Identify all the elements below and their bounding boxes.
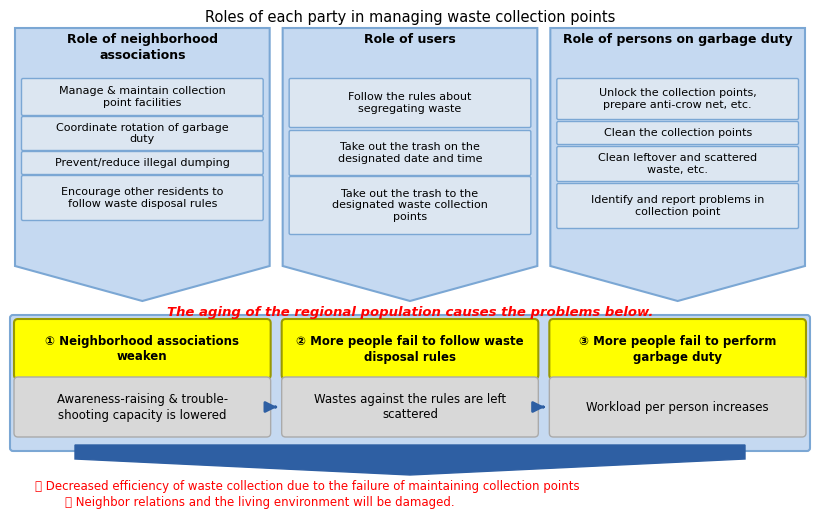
Text: Workload per person increases: Workload per person increases <box>586 401 768 414</box>
Polygon shape <box>283 28 536 301</box>
Polygon shape <box>550 28 804 301</box>
Text: Clean leftover and scattered
waste, etc.: Clean leftover and scattered waste, etc. <box>597 153 756 175</box>
FancyBboxPatch shape <box>556 184 798 229</box>
Text: ③ More people fail to perform
garbage duty: ③ More people fail to perform garbage du… <box>578 334 776 363</box>
Text: ① Neighborhood associations
weaken: ① Neighborhood associations weaken <box>45 334 239 363</box>
FancyBboxPatch shape <box>289 79 530 128</box>
Text: Role of persons on garbage duty: Role of persons on garbage duty <box>562 33 791 46</box>
Text: Unlock the collection points,
prepare anti-crow net, etc.: Unlock the collection points, prepare an… <box>598 88 756 110</box>
Text: Take out the trash on the
designated date and time: Take out the trash on the designated dat… <box>337 142 482 164</box>
FancyBboxPatch shape <box>10 315 809 451</box>
FancyBboxPatch shape <box>556 121 798 144</box>
Text: Manage & maintain collection
point facilities: Manage & maintain collection point facil… <box>59 86 225 108</box>
FancyBboxPatch shape <box>549 377 805 437</box>
Text: Role of neighborhood
associations: Role of neighborhood associations <box>67 33 218 62</box>
FancyBboxPatch shape <box>289 130 530 175</box>
FancyBboxPatch shape <box>556 79 798 119</box>
Text: Roles of each party in managing waste collection points: Roles of each party in managing waste co… <box>205 10 614 25</box>
FancyBboxPatch shape <box>21 116 263 150</box>
Text: Wastes against the rules are left
scattered: Wastes against the rules are left scatte… <box>314 392 505 421</box>
Polygon shape <box>15 28 269 301</box>
FancyBboxPatch shape <box>549 319 805 379</box>
Text: Encourage other residents to
follow waste disposal rules: Encourage other residents to follow wast… <box>61 187 224 209</box>
FancyBboxPatch shape <box>281 377 538 437</box>
Text: Prevent/reduce illegal dumping: Prevent/reduce illegal dumping <box>55 158 229 168</box>
Text: ② More people fail to follow waste
disposal rules: ② More people fail to follow waste dispo… <box>296 334 523 363</box>
Text: Clean the collection points: Clean the collection points <box>603 128 751 138</box>
Text: ・ Neighbor relations and the living environment will be damaged.: ・ Neighbor relations and the living envi… <box>65 496 454 509</box>
FancyBboxPatch shape <box>289 176 530 235</box>
FancyBboxPatch shape <box>14 319 270 379</box>
Text: Follow the rules about
segregating waste: Follow the rules about segregating waste <box>348 92 471 114</box>
Text: Role of users: Role of users <box>364 33 455 46</box>
FancyBboxPatch shape <box>281 319 538 379</box>
Text: The aging of the regional population causes the problems below.: The aging of the regional population cau… <box>166 306 653 319</box>
FancyBboxPatch shape <box>556 146 798 181</box>
FancyBboxPatch shape <box>14 377 270 437</box>
FancyBboxPatch shape <box>21 175 263 220</box>
Text: Awareness-raising & trouble-
shooting capacity is lowered: Awareness-raising & trouble- shooting ca… <box>57 392 228 421</box>
Text: Take out the trash to the
designated waste collection
points: Take out the trash to the designated was… <box>332 189 487 222</box>
Text: ・ Decreased efficiency of waste collection due to the failure of maintaining col: ・ Decreased efficiency of waste collecti… <box>35 480 579 493</box>
Text: Coordinate rotation of garbage
duty: Coordinate rotation of garbage duty <box>56 123 229 144</box>
FancyBboxPatch shape <box>21 79 263 115</box>
FancyBboxPatch shape <box>21 151 263 175</box>
Text: Identify and report problems in
collection point: Identify and report problems in collecti… <box>590 195 763 217</box>
Polygon shape <box>75 445 744 475</box>
